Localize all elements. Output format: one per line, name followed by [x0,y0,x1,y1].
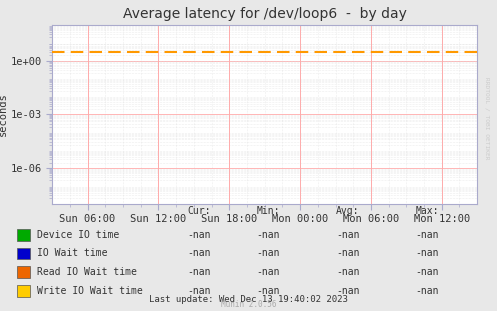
Text: IO Wait time: IO Wait time [37,248,108,258]
Text: Device IO time: Device IO time [37,230,119,240]
Text: -nan: -nan [187,230,211,240]
Text: Min:: Min: [256,206,280,216]
Text: RRDTOOL / TOBI OETIKER: RRDTOOL / TOBI OETIKER [485,77,490,160]
Text: Read IO Wait time: Read IO Wait time [37,267,137,277]
Text: -nan: -nan [336,248,360,258]
Title: Average latency for /dev/loop6  -  by day: Average latency for /dev/loop6 - by day [123,7,407,21]
Text: -nan: -nan [256,267,280,277]
Text: Avg:: Avg: [336,206,360,216]
Text: -nan: -nan [187,267,211,277]
Text: -nan: -nan [415,230,439,240]
Text: -nan: -nan [256,230,280,240]
Text: -nan: -nan [336,267,360,277]
Text: -nan: -nan [256,286,280,296]
Text: -nan: -nan [415,267,439,277]
Text: Write IO Wait time: Write IO Wait time [37,286,143,296]
Text: -nan: -nan [336,230,360,240]
Text: -nan: -nan [187,286,211,296]
Text: Last update: Wed Dec 13 19:40:02 2023: Last update: Wed Dec 13 19:40:02 2023 [149,295,348,304]
Text: -nan: -nan [336,286,360,296]
Text: -nan: -nan [415,286,439,296]
Text: -nan: -nan [256,248,280,258]
Text: Cur:: Cur: [187,206,211,216]
Text: Munin 2.0.56: Munin 2.0.56 [221,300,276,309]
Y-axis label: seconds: seconds [0,92,8,136]
Text: -nan: -nan [187,248,211,258]
Text: -nan: -nan [415,248,439,258]
Text: Max:: Max: [415,206,439,216]
